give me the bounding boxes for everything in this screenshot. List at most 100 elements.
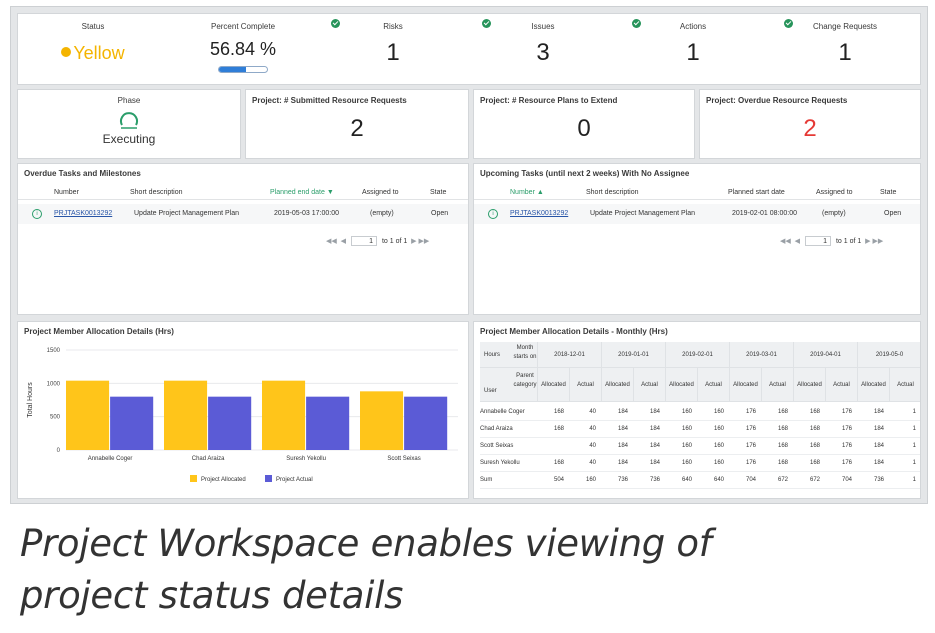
allocation-cell: 640 — [713, 477, 724, 483]
allocation-cell: 704 — [745, 477, 756, 483]
info-icon[interactable]: i — [488, 209, 498, 219]
allocation-cell: 1 — [912, 409, 916, 415]
last-page-icon[interactable]: ▶▶ — [418, 237, 430, 245]
x-tick-label: Scott Seixas — [387, 456, 420, 462]
risks-kpi[interactable]: Risks 1 — [318, 14, 468, 86]
risks-check-icon — [331, 19, 340, 28]
change-requests-kpi[interactable]: Change Requests 1 — [768, 14, 922, 86]
prev-page-icon[interactable]: ◀ — [338, 237, 347, 245]
task-number-link[interactable]: PRJTASK0013292 — [54, 210, 113, 217]
table-row[interactable] — [480, 404, 920, 421]
page-number-input[interactable]: 1 — [351, 236, 378, 246]
percent-complete-progress-bar — [218, 66, 268, 73]
bar-project-actual — [208, 396, 252, 450]
col-planned-start-date[interactable]: Planned start date — [728, 189, 785, 196]
allocation-cell: 40 — [589, 409, 596, 415]
caption: Project Workspace enables viewing of pro… — [20, 518, 712, 622]
allocation-cell: 176 — [745, 443, 756, 449]
col-state[interactable]: State — [430, 189, 447, 196]
submitted-requests-card[interactable]: Project: # Submitted Resource Requests 2 — [245, 89, 469, 159]
last-page-icon[interactable]: ▶▶ — [872, 237, 884, 245]
table-row[interactable]: i PRJTASK0013292 Update Project Manageme… — [474, 204, 920, 224]
allocation-cell: 504 — [553, 477, 564, 483]
phase-title: Phase — [117, 96, 141, 105]
allocation-cell: 168 — [553, 426, 564, 432]
phase-card[interactable]: Phase Executing — [17, 89, 241, 159]
allocation-cell: 184 — [649, 409, 660, 415]
allocation-cell: 672 — [777, 477, 788, 483]
col-short-description[interactable]: Short description — [586, 189, 639, 196]
plans-to-extend-card[interactable]: Project: # Resource Plans to Extend 0 — [473, 89, 695, 159]
caption-line-2: project status details — [20, 574, 404, 617]
col-planned-end-date[interactable]: Planned end date ▼ — [270, 189, 334, 196]
allocation-cell: 184 — [649, 443, 660, 449]
month-header: 2019-01-01 — [602, 342, 666, 368]
user-name: Chad Araiza — [480, 426, 513, 432]
status-kpi[interactable]: Status Yellow — [18, 14, 168, 86]
allocation-cell: 160 — [681, 443, 692, 449]
bar-project-allocated — [360, 391, 404, 450]
table-row[interactable]: i PRJTASK0013292 Update Project Manageme… — [18, 204, 468, 224]
overdue-requests-card[interactable]: Project: Overdue Resource Requests 2 — [699, 89, 921, 159]
table-row[interactable] — [480, 472, 920, 489]
month-header: 2019-02-01 — [666, 342, 730, 368]
allocation-cell: 40 — [589, 443, 596, 449]
allocation-cell: 160 — [713, 460, 724, 466]
sub-column-header: Allocated — [666, 368, 698, 402]
first-page-icon[interactable]: ◀◀ — [780, 237, 791, 245]
allocation-cell: 1 — [912, 443, 916, 449]
page-number-input[interactable]: 1 — [805, 236, 832, 246]
table-row[interactable] — [480, 421, 920, 438]
next-page-icon[interactable]: ▶ — [863, 237, 871, 245]
actions-kpi[interactable]: Actions 1 — [618, 14, 768, 86]
bar-project-actual — [110, 396, 154, 450]
phase-value: Executing — [102, 132, 156, 146]
overdue-tasks-title: Overdue Tasks and Milestones — [24, 169, 141, 178]
allocation-cell: 40 — [589, 426, 596, 432]
next-page-icon[interactable]: ▶ — [409, 237, 417, 245]
prev-page-icon[interactable]: ◀ — [792, 237, 801, 245]
status-value: Yellow — [18, 43, 168, 64]
month-header: 2019-03-01 — [730, 342, 794, 368]
allocation-cell: 184 — [617, 409, 628, 415]
overdue-requests-title: Project: Overdue Resource Requests — [706, 96, 848, 105]
sub-column-header: Actual — [762, 368, 794, 402]
sub-column-header: Allocated — [602, 368, 634, 402]
table-row[interactable] — [480, 438, 920, 455]
task-description: Update Project Management Plan — [134, 210, 240, 217]
allocation-cell: 184 — [649, 460, 660, 466]
percent-complete-kpi[interactable]: Percent Complete 56.84 % — [168, 14, 318, 86]
submitted-requests-value: 2 — [350, 115, 364, 142]
allocation-cell: 672 — [809, 477, 820, 483]
allocation-cell: 736 — [649, 477, 660, 483]
col-assigned-to[interactable]: Assigned to — [362, 189, 399, 196]
bar-project-allocated — [164, 380, 208, 450]
issues-kpi[interactable]: Issues 3 — [468, 14, 618, 86]
allocation-chart-panel: Project Member Allocation Details (Hrs) … — [17, 321, 469, 499]
allocation-cell: 176 — [841, 426, 852, 432]
pagination: ◀◀ ◀ 1 to 1 of 1 ▶ ▶▶ — [780, 236, 883, 246]
col-short-description[interactable]: Short description — [130, 189, 183, 196]
sub-column-header: Actual — [698, 368, 730, 402]
task-number-link[interactable]: PRJTASK0013292 — [510, 210, 569, 217]
allocation-cell: 168 — [777, 426, 788, 432]
allocation-cell: 168 — [777, 460, 788, 466]
bar-project-actual — [306, 396, 350, 450]
change-requests-title: Change Requests — [812, 22, 878, 31]
col-number[interactable]: Number — [54, 189, 79, 196]
table-row[interactable] — [480, 455, 920, 472]
allocation-cell: 168 — [809, 443, 820, 449]
status-title: Status — [81, 22, 105, 31]
col-assigned-to[interactable]: Assigned to — [816, 189, 853, 196]
info-icon[interactable]: i — [32, 209, 42, 219]
col-number[interactable]: Number ▲ — [510, 189, 544, 196]
allocation-cell: 40 — [589, 460, 596, 466]
page-count: to 1 of 1 — [835, 237, 862, 245]
allocation-chart-title: Project Member Allocation Details (Hrs) — [24, 327, 174, 336]
allocation-cell: 176 — [841, 460, 852, 466]
col-state[interactable]: State — [880, 189, 897, 196]
issues-value: 3 — [536, 39, 550, 66]
task-state: Open — [884, 210, 902, 217]
first-page-icon[interactable]: ◀◀ — [326, 237, 337, 245]
overdue-tasks-header: Number Short description Planned end dat… — [18, 186, 468, 200]
